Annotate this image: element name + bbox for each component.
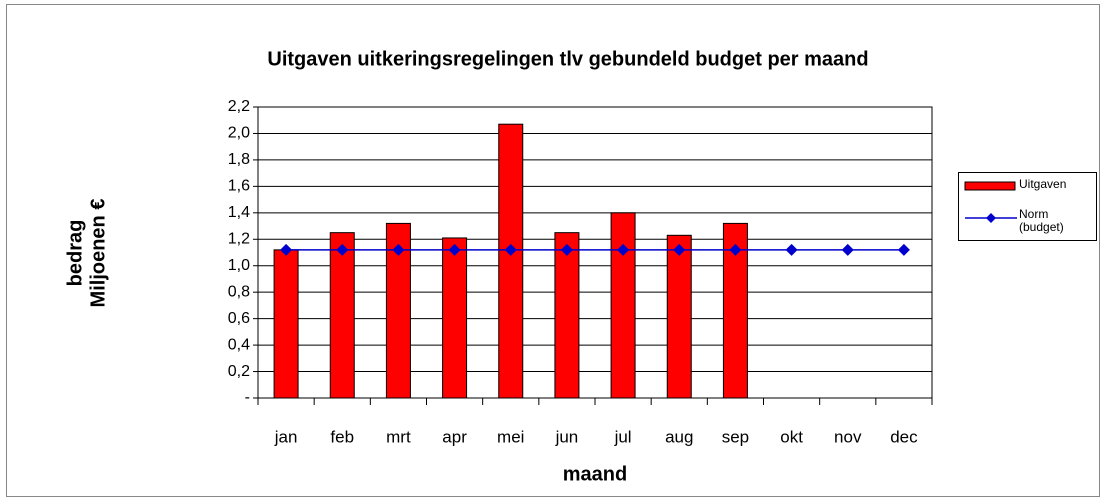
x-axis-title: maand — [563, 463, 627, 485]
y-tick-label: 1,6 — [228, 178, 250, 195]
bar — [610, 212, 636, 399]
x-tick-label: sep — [722, 427, 749, 446]
bar — [442, 237, 468, 399]
marker — [336, 243, 349, 256]
bar — [554, 232, 580, 399]
marker — [560, 243, 573, 256]
y-axis-title: Miljoenen € — [87, 199, 109, 308]
legend-swatch — [964, 181, 1016, 191]
y-tick-label: - — [245, 389, 250, 406]
x-tick-label: jul — [614, 427, 632, 446]
legend-label: Norm (budget) — [1019, 208, 1064, 234]
marker — [785, 243, 798, 256]
marker — [897, 243, 910, 256]
marker — [392, 243, 405, 256]
y-tick-label: 1,4 — [228, 204, 250, 221]
y-tick-label: 0,2 — [228, 363, 250, 380]
x-tick-label: okt — [780, 427, 803, 446]
bar — [666, 234, 692, 399]
y-tick-label: 2,2 — [228, 98, 250, 115]
bar — [329, 232, 355, 399]
y-axis-title: bedrag — [64, 220, 86, 287]
legend-label-box: Uitgaven — [1019, 178, 1067, 191]
legend-label-box: Norm (budget) — [1019, 208, 1064, 234]
marker — [617, 243, 630, 256]
chart-title: Uitgaven uitkeringsregelingen tlv gebund… — [267, 48, 868, 70]
y-tick-label: 0,4 — [228, 336, 250, 353]
marker — [673, 243, 686, 256]
legend-label: Uitgaven — [1019, 178, 1067, 191]
x-tick-label: feb — [330, 427, 354, 446]
y-tick-label: 1,0 — [228, 257, 250, 274]
y-tick-label: 0,6 — [228, 310, 250, 327]
x-tick-label: dec — [890, 427, 918, 446]
marker — [448, 243, 461, 256]
x-tick-label: nov — [834, 427, 862, 446]
x-tick-label: jan — [274, 427, 298, 446]
marker — [280, 243, 293, 256]
marker — [841, 243, 854, 256]
x-tick-label: jun — [555, 427, 579, 446]
y-tick-label: 0,8 — [228, 283, 250, 300]
marker — [504, 243, 517, 256]
x-tick-label: mrt — [386, 427, 411, 446]
y-tick-label: 1,8 — [228, 151, 250, 168]
x-tick-label: apr — [442, 427, 467, 446]
bar — [273, 249, 299, 399]
y-tick-label: 1,2 — [228, 230, 250, 247]
bar — [498, 123, 524, 399]
y-tick-label: 2,0 — [228, 125, 250, 142]
x-tick-label: aug — [665, 427, 693, 446]
marker — [729, 243, 742, 256]
legend-marker — [986, 213, 996, 223]
x-tick-label: mei — [497, 427, 524, 446]
